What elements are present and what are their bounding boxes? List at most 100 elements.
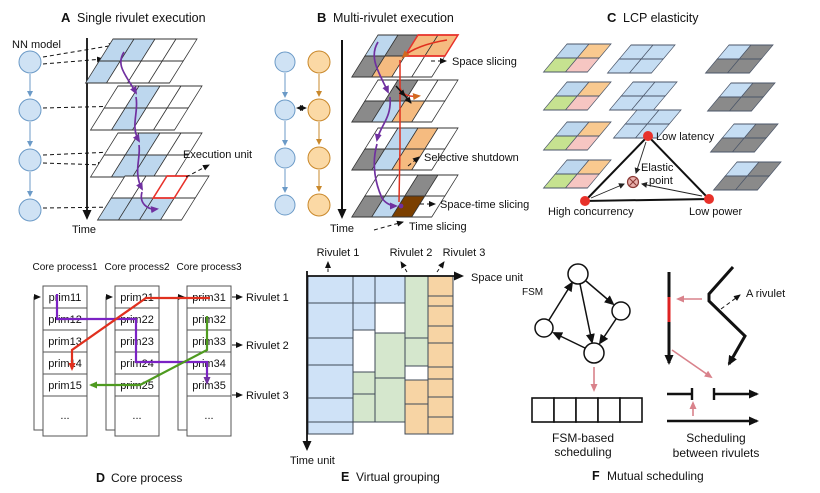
rivulet-1-label-e: Rivulet 1 <box>317 247 360 259</box>
exec-grids-a <box>84 38 210 221</box>
fsm-state <box>583 342 605 364</box>
panel-e-caption: Virtual grouping <box>356 470 440 484</box>
shutdown-arrows <box>395 85 412 104</box>
mapping-arrows-a <box>42 43 125 211</box>
fsm-label: FSM <box>522 287 543 298</box>
high-concurrency-dot <box>580 196 590 206</box>
rivulet-zigzag-path <box>707 266 747 366</box>
low-power-label: Low power <box>689 206 743 218</box>
low-power-dot <box>704 194 714 204</box>
prim-cell: prim34 <box>192 358 226 370</box>
rivulet-2-label-d: Rivulet 2 <box>246 340 289 352</box>
rivulet-pointers-e <box>325 261 445 273</box>
exec-grid-3 <box>89 132 203 178</box>
low-latency-dot <box>643 131 653 141</box>
sched-caption-2: between rivulets <box>673 446 760 460</box>
panel-a-single-rivulet: A Single rivulet execution NN model Time <box>12 10 252 236</box>
panel-f-mutual-scheduling: FSM FSM-based scheduling <box>522 263 785 483</box>
prim-cell: prim13 <box>48 336 82 348</box>
nn-chain <box>18 50 42 222</box>
nn-node <box>18 50 42 74</box>
core-process-2-header: Core process2 <box>104 262 169 273</box>
exec-grid-2 <box>89 85 203 131</box>
time-slicing-arrow <box>373 220 404 231</box>
panel-f-caption: Mutual scheduling <box>607 469 704 483</box>
panel-b-title: Multi-rivulet execution <box>333 11 454 25</box>
a-rivulet-label: A rivulet <box>746 288 785 300</box>
rivulet-flow-purple-b <box>373 41 398 210</box>
rivulet-flow-a <box>119 51 159 214</box>
prim-cell: prim32 <box>192 314 226 326</box>
time-unit-label: Time unit <box>290 455 335 467</box>
space-unit-label: Space unit <box>471 272 523 284</box>
exec-grid-1 <box>84 38 198 84</box>
panel-d-caption-letter: D <box>96 471 105 485</box>
queue-slot <box>553 397 577 423</box>
rivulet-3-label-d: Rivulet 3 <box>246 390 289 402</box>
execution-unit-cell <box>151 175 190 199</box>
prim-cell: prim11 <box>49 292 82 304</box>
elasticity-triangle: Low latency Elastic point High concurren… <box>548 131 743 218</box>
core-process-1-header: Core process1 <box>32 262 97 273</box>
panel-a-title: Single rivulet execution <box>77 11 206 25</box>
elastic-point-label-2: point <box>649 175 673 187</box>
fsm-caption-2: scheduling <box>554 445 611 459</box>
nn-node <box>18 198 42 222</box>
sync-timeline <box>667 388 759 426</box>
rivulet-scheduling: A rivulet Scheduling between rivulets <box>664 266 785 460</box>
queue-slot <box>575 397 599 423</box>
space-time-slicing-label: Space-time slicing <box>440 199 529 211</box>
rivulet-3-label-e: Rivulet 3 <box>443 247 486 259</box>
prim-cell: ... <box>60 410 69 422</box>
handoff-arrow-diagonal <box>671 349 713 379</box>
queue-slot <box>531 397 555 423</box>
fsm-graph <box>534 263 631 364</box>
triangle-center-arrows <box>590 141 703 199</box>
panel-c-lcp-elasticity: C LCP elasticity <box>542 10 782 218</box>
core-process-column-1 <box>33 285 88 437</box>
elastic-point-marker <box>626 175 640 189</box>
panel-e-virtual-grouping: Space unit Time unit Rivulet 1 Rivulet 2… <box>290 247 523 484</box>
b-grid-4 <box>351 174 459 218</box>
nn-model-label: NN model <box>12 39 61 51</box>
queue-slot <box>619 397 643 423</box>
low-latency-label: Low latency <box>656 131 715 143</box>
rivulet-2-label-e: Rivulet 2 <box>390 247 433 259</box>
rivulet-route-green <box>89 316 209 389</box>
panel-f-caption-letter: F <box>592 469 600 483</box>
time-label-a: Time <box>72 224 96 236</box>
b-grid-1 <box>351 34 460 78</box>
panel-d-caption: Core process <box>111 471 182 485</box>
rivulet-route-red <box>68 296 210 371</box>
rivulet-1-label-d: Rivulet 1 <box>246 292 289 304</box>
rivulet-route-purple <box>55 294 211 385</box>
fsm-state <box>611 301 631 321</box>
panel-c-title: LCP elasticity <box>623 11 699 25</box>
prim-cell: ... <box>204 410 213 422</box>
selective-shutdown-label: Selective shutdown <box>424 152 519 164</box>
execution-unit-arrow <box>185 164 210 178</box>
fsm-state <box>534 318 554 338</box>
time-slicing-label: Time slicing <box>409 221 467 233</box>
prim-cell: ... <box>132 410 141 422</box>
exec-grids-b <box>351 34 460 218</box>
virtual-grouping-grid <box>307 275 454 435</box>
rivulet-pointers-d <box>232 294 243 398</box>
panel-b-letter: B <box>317 10 326 25</box>
b-grid-2 <box>351 79 459 123</box>
prim-cell: prim14 <box>48 358 82 370</box>
prim-cell: prim35 <box>192 380 226 392</box>
prim-cell: prim15 <box>48 380 82 392</box>
space-slice-outline <box>403 34 460 57</box>
schedule-queue <box>531 397 643 423</box>
elastic-point-label-1: Elastic <box>641 162 674 174</box>
nn-chain-blue <box>274 51 296 216</box>
core-process-3-header: Core process3 <box>176 262 241 273</box>
prim-cell: prim33 <box>192 336 226 348</box>
fsm-caption-1: FSM-based <box>552 431 614 445</box>
nn-node <box>18 148 42 172</box>
fsm-state <box>567 263 589 285</box>
fsm-transitions <box>548 280 617 349</box>
